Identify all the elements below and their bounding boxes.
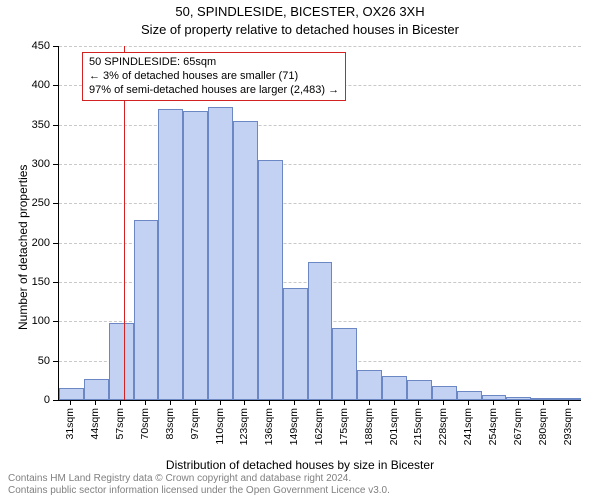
x-tick-mark bbox=[70, 400, 71, 405]
y-tick-mark bbox=[53, 85, 58, 86]
gridline bbox=[59, 164, 581, 165]
gridline bbox=[59, 46, 581, 47]
x-tick-mark bbox=[269, 400, 270, 405]
x-tick-mark bbox=[518, 400, 519, 405]
x-tick-mark bbox=[170, 400, 171, 405]
y-tick-label: 50 bbox=[0, 355, 50, 367]
x-tick-label: 97sqm bbox=[189, 408, 201, 440]
histogram-bar bbox=[208, 107, 233, 400]
x-tick-label: 267sqm bbox=[512, 408, 524, 445]
y-tick-label: 400 bbox=[0, 79, 50, 91]
x-tick-label: 215sqm bbox=[412, 408, 424, 445]
chart-subtitle: Size of property relative to detached ho… bbox=[0, 22, 600, 37]
chart-title: 50, SPINDLESIDE, BICESTER, OX26 3XH bbox=[0, 4, 600, 19]
x-tick-mark bbox=[468, 400, 469, 405]
x-tick-label: 31sqm bbox=[64, 408, 76, 440]
histogram-bar bbox=[109, 323, 134, 400]
y-tick-mark bbox=[53, 125, 58, 126]
gridline bbox=[59, 203, 581, 204]
x-tick-mark bbox=[244, 400, 245, 405]
x-tick-mark bbox=[344, 400, 345, 405]
x-tick-label: 83sqm bbox=[164, 408, 176, 440]
attribution-footer: Contains HM Land Registry data © Crown c… bbox=[0, 471, 600, 500]
x-tick-mark bbox=[95, 400, 96, 405]
x-tick-label: 110sqm bbox=[214, 408, 226, 445]
y-tick-mark bbox=[53, 321, 58, 322]
x-tick-mark bbox=[195, 400, 196, 405]
x-tick-mark bbox=[294, 400, 295, 405]
x-tick-label: 201sqm bbox=[388, 408, 400, 445]
histogram-bar bbox=[457, 391, 482, 400]
info-box: 50 SPINDLESIDE: 65sqm← 3% of detached ho… bbox=[82, 52, 346, 101]
histogram-bar bbox=[158, 109, 183, 400]
info-box-line: 97% of semi-detached houses are larger (… bbox=[89, 84, 339, 98]
y-tick-mark bbox=[53, 282, 58, 283]
histogram-bar bbox=[258, 160, 283, 400]
figure: { "title": "50, SPINDLESIDE, BICESTER, O… bbox=[0, 0, 600, 500]
x-tick-label: 123sqm bbox=[238, 408, 250, 445]
y-tick-label: 100 bbox=[0, 315, 50, 327]
histogram-bar bbox=[84, 379, 109, 400]
x-tick-mark bbox=[145, 400, 146, 405]
x-tick-mark bbox=[319, 400, 320, 405]
histogram-bar bbox=[382, 376, 407, 400]
histogram-bar bbox=[332, 328, 357, 400]
x-tick-mark bbox=[418, 400, 419, 405]
histogram-bar bbox=[531, 398, 556, 400]
x-tick-mark bbox=[568, 400, 569, 405]
y-tick-label: 450 bbox=[0, 40, 50, 52]
info-box-line: 50 SPINDLESIDE: 65sqm bbox=[89, 56, 339, 70]
histogram-bar bbox=[407, 380, 432, 400]
histogram-bar bbox=[183, 111, 208, 400]
y-tick-mark bbox=[53, 46, 58, 47]
x-tick-label: 175sqm bbox=[338, 408, 350, 445]
x-tick-mark bbox=[543, 400, 544, 405]
x-tick-mark bbox=[120, 400, 121, 405]
x-tick-label: 149sqm bbox=[288, 408, 300, 445]
x-tick-label: 228sqm bbox=[437, 408, 449, 445]
info-box-line: ← 3% of detached houses are smaller (71) bbox=[89, 70, 339, 84]
x-axis-label: Distribution of detached houses by size … bbox=[0, 458, 600, 472]
y-tick-mark bbox=[53, 164, 58, 165]
y-tick-mark bbox=[53, 400, 58, 401]
histogram-bar bbox=[308, 262, 333, 400]
x-tick-label: 44sqm bbox=[89, 408, 101, 440]
x-tick-label: 188sqm bbox=[363, 408, 375, 445]
x-tick-label: 280sqm bbox=[537, 408, 549, 445]
x-tick-label: 162sqm bbox=[313, 408, 325, 445]
x-tick-label: 293sqm bbox=[562, 408, 574, 445]
x-tick-mark bbox=[443, 400, 444, 405]
x-tick-label: 57sqm bbox=[114, 408, 126, 440]
x-tick-label: 136sqm bbox=[263, 408, 275, 445]
x-tick-mark bbox=[493, 400, 494, 405]
y-tick-mark bbox=[53, 243, 58, 244]
x-tick-label: 254sqm bbox=[487, 408, 499, 445]
x-tick-mark bbox=[369, 400, 370, 405]
x-tick-mark bbox=[394, 400, 395, 405]
y-tick-label: 300 bbox=[0, 158, 50, 170]
histogram-bar bbox=[357, 370, 382, 400]
histogram-bar bbox=[134, 220, 159, 400]
y-tick-label: 0 bbox=[0, 394, 50, 406]
y-tick-label: 350 bbox=[0, 119, 50, 131]
footer-line: Contains public sector information licen… bbox=[8, 485, 594, 497]
gridline bbox=[59, 125, 581, 126]
histogram-bar bbox=[59, 388, 84, 400]
histogram-bar bbox=[233, 121, 258, 400]
y-tick-mark bbox=[53, 361, 58, 362]
y-tick-mark bbox=[53, 203, 58, 204]
y-tick-label: 200 bbox=[0, 237, 50, 249]
histogram-bar bbox=[506, 397, 531, 400]
y-tick-label: 150 bbox=[0, 276, 50, 288]
histogram-bar bbox=[556, 398, 581, 400]
histogram-bar bbox=[432, 386, 457, 400]
y-tick-label: 250 bbox=[0, 197, 50, 209]
x-tick-mark bbox=[220, 400, 221, 405]
histogram-bar bbox=[283, 288, 308, 400]
x-tick-label: 70sqm bbox=[139, 408, 151, 440]
x-tick-label: 241sqm bbox=[462, 408, 474, 445]
footer-line: Contains HM Land Registry data © Crown c… bbox=[8, 473, 594, 485]
